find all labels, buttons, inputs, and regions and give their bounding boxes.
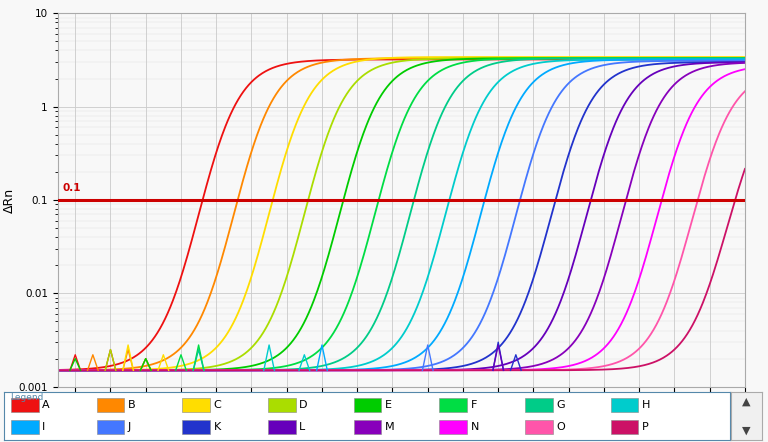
FancyBboxPatch shape	[611, 420, 638, 434]
FancyBboxPatch shape	[353, 420, 381, 434]
FancyBboxPatch shape	[11, 398, 38, 412]
Text: B: B	[128, 400, 136, 410]
Text: O: O	[556, 422, 565, 432]
Text: C: C	[214, 400, 221, 410]
FancyBboxPatch shape	[268, 420, 296, 434]
FancyBboxPatch shape	[11, 420, 38, 434]
Text: P: P	[642, 422, 648, 432]
FancyBboxPatch shape	[525, 420, 552, 434]
Text: F: F	[471, 400, 477, 410]
Text: J: J	[128, 422, 131, 432]
Text: D: D	[300, 400, 308, 410]
Text: N: N	[471, 422, 479, 432]
FancyBboxPatch shape	[439, 420, 467, 434]
Text: ▼: ▼	[742, 425, 751, 435]
FancyBboxPatch shape	[353, 398, 381, 412]
Text: 0.1: 0.1	[63, 183, 81, 193]
FancyBboxPatch shape	[182, 398, 210, 412]
FancyBboxPatch shape	[611, 398, 638, 412]
FancyBboxPatch shape	[97, 398, 124, 412]
Text: H: H	[642, 400, 650, 410]
Text: A: A	[42, 400, 50, 410]
Y-axis label: ΔRn: ΔRn	[2, 187, 15, 213]
Text: E: E	[385, 400, 392, 410]
FancyBboxPatch shape	[268, 398, 296, 412]
FancyBboxPatch shape	[182, 420, 210, 434]
Text: ▲: ▲	[742, 396, 751, 407]
Text: Legend: Legend	[10, 393, 43, 403]
FancyBboxPatch shape	[439, 398, 467, 412]
Text: K: K	[214, 422, 221, 432]
Text: M: M	[385, 422, 395, 432]
FancyBboxPatch shape	[525, 398, 552, 412]
Text: I: I	[42, 422, 45, 432]
FancyBboxPatch shape	[97, 420, 124, 434]
Text: L: L	[300, 422, 306, 432]
X-axis label: Cycle: Cycle	[384, 412, 419, 425]
Text: G: G	[556, 400, 564, 410]
